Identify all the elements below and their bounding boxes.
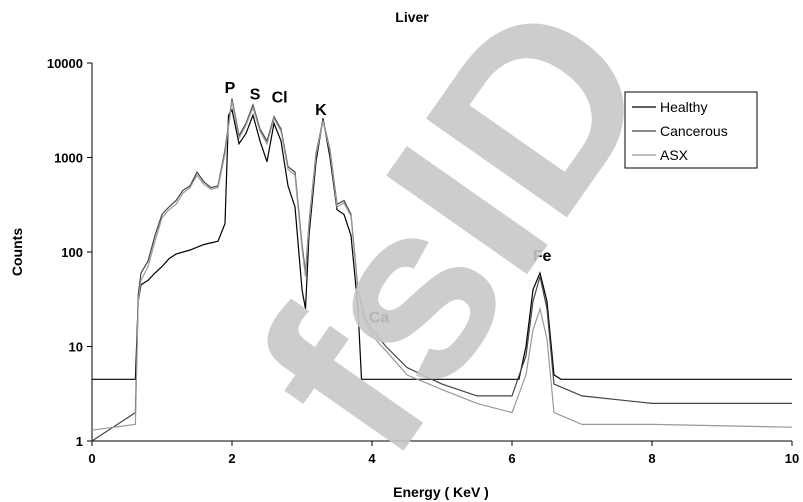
y-tick-label: 100 (61, 245, 83, 260)
y-tick-label: 1000 (54, 151, 83, 166)
peak-label-cl: Cl (272, 90, 288, 107)
chart-title: Liver (395, 9, 429, 25)
series-lines (91, 98, 793, 442)
watermark-logo: fsID (205, 0, 704, 500)
peak-label-ca: Ca (369, 309, 390, 326)
y-tick-label: 1 (76, 434, 83, 449)
legend-label-asx: ASX (660, 147, 689, 163)
axis-ticks: 0 2 4 6 8 10 1 10 100 1000 10000 (47, 56, 799, 466)
peak-label-fe: Fe (533, 248, 552, 265)
legend-label-healthy: Healthy (660, 99, 707, 115)
series-line-healthy (92, 108, 792, 380)
x-tick-label: 0 (88, 451, 95, 466)
legend-label-cancerous: Cancerous (660, 123, 728, 139)
y-tick-label: 10000 (47, 56, 83, 71)
x-tick-label: 10 (785, 451, 799, 466)
x-tick-label: 6 (508, 451, 515, 466)
peak-label-k: K (315, 102, 327, 119)
x-tick-label: 8 (648, 451, 655, 466)
y-tick-label: 10 (69, 340, 83, 355)
legend: Healthy Cancerous ASX (624, 91, 758, 169)
series-line-asx (91, 100, 793, 431)
peak-labels: P S Cl K Ca Fe (225, 80, 552, 326)
peak-label-p: P (225, 80, 236, 97)
series-line-cancerous (91, 98, 792, 442)
x-tick-label: 4 (368, 451, 376, 466)
x-tick-label: 2 (228, 451, 235, 466)
x-axis-title: Energy ( KeV ) (393, 484, 489, 500)
y-axis-title: Counts (9, 228, 25, 276)
peak-label-s: S (250, 87, 261, 104)
